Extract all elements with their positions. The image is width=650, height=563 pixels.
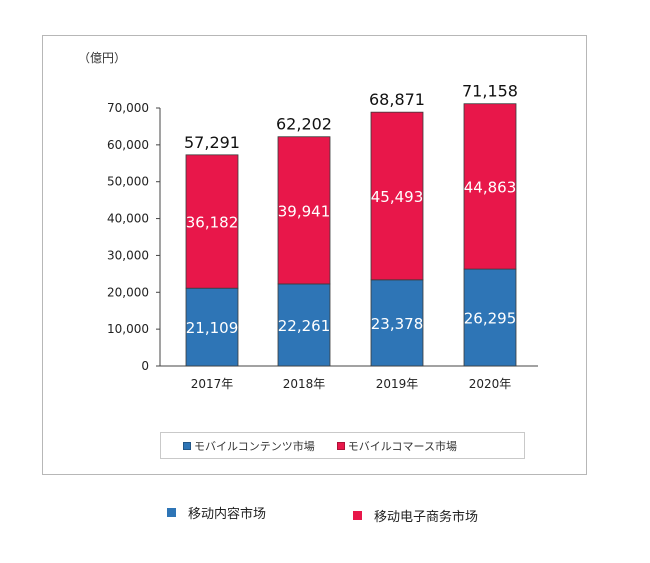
unit-label: （億円） [78,51,126,65]
x-tick-label: 2018年 [283,377,326,391]
y-tick-label: 50,000 [107,175,149,189]
legend-label: モバイルコマース市場 [347,439,458,453]
y-tick-label: 20,000 [107,285,149,299]
total-label: 71,158 [462,82,518,101]
outer-legend-label: 移动内容市场 [188,507,267,522]
chart-legend: モバイルコンテンツ市場 モバイルコマース市場 [160,432,525,459]
total-label: 62,202 [276,115,332,134]
outer-legend-swatch-blue [167,508,176,517]
outer-legend-swatch-red [353,511,362,520]
data-label: 44,863 [464,178,517,196]
y-tick-label: 60,000 [107,138,149,152]
legend-item-mobile-content: モバイルコンテンツ市場 [183,438,315,454]
data-label: 21,109 [186,319,239,337]
y-tick-label: 30,000 [107,248,149,262]
legend-item-mobile-commerce: モバイルコマース市場 [336,438,458,454]
bar-segment-mobile-content [185,287,239,367]
total-label: 68,871 [369,90,425,109]
data-label: 36,182 [186,214,239,232]
y-tick-label: 0 [141,359,149,373]
data-label: 45,493 [371,188,424,206]
x-tick-label: 2020年 [469,377,512,391]
data-label: 22,261 [278,317,331,335]
y-tick-label: 40,000 [107,212,149,226]
bar-segment-mobile-commerce [277,136,331,285]
bar-segment-mobile-commerce [185,154,239,289]
data-label: 23,378 [371,315,424,333]
data-label: 39,941 [278,202,331,220]
outer-legend-item-mobile-content: 移动内容市场 [167,503,266,522]
data-label: 26,295 [464,310,517,328]
bar-segment-mobile-content [463,268,517,367]
bar-segment-mobile-commerce [370,111,424,281]
outer-legend-label: 移动电子商务市场 [374,510,479,525]
outer-legend-item-mobile-commerce: 移动电子商务市场 [353,506,478,525]
bar-segment-mobile-content [277,283,331,367]
bar-segment-mobile-content [370,279,424,367]
bar-segment-mobile-commerce [463,103,517,270]
legend-label: モバイルコンテンツ市場 [194,439,315,453]
y-tick-label: 10,000 [107,322,149,336]
x-tick-label: 2019年 [376,377,419,391]
y-tick-label: 70,000 [107,101,149,115]
x-tick-label: 2017年 [191,377,234,391]
legend-swatch-red [336,441,345,450]
total-label: 57,291 [184,133,240,152]
legend-swatch-blue [183,441,191,450]
